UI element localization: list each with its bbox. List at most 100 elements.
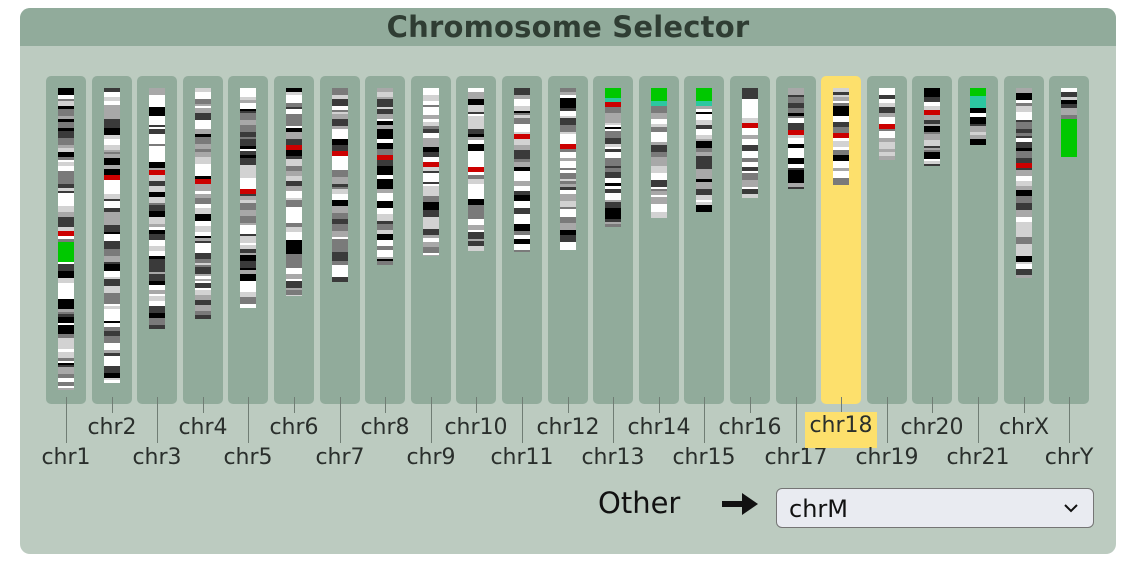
chromosome-label-chr10[interactable]: chr10: [444, 415, 508, 440]
band: [742, 158, 758, 162]
chromosome-label-chr19[interactable]: chr19: [855, 445, 919, 470]
chromosome-label-chr20[interactable]: chr20: [900, 415, 964, 440]
chromosome-label-chr8[interactable]: chr8: [360, 415, 410, 440]
chromosome-label-chr6[interactable]: chr6: [269, 415, 319, 440]
chromosome-label-chr12[interactable]: chr12: [536, 415, 600, 440]
band: [696, 109, 713, 112]
chromosome-column-chr20[interactable]: [912, 76, 953, 404]
chromosome-label-chr15[interactable]: chr15: [672, 445, 736, 470]
chromosome-column-chr6[interactable]: [274, 76, 314, 404]
band: [149, 281, 166, 283]
band: [742, 189, 758, 194]
other-chromosome-select[interactable]: chrM: [776, 488, 1094, 528]
band: [377, 175, 394, 179]
band: [787, 118, 804, 123]
band: [833, 122, 850, 127]
band: [194, 295, 211, 300]
chromosome-column-chr4[interactable]: [182, 76, 223, 404]
band: [422, 223, 439, 229]
chromosome-column-chr2[interactable]: [91, 76, 132, 404]
chromosome-column-chrX[interactable]: [1003, 76, 1044, 404]
chromosome-label-chr18[interactable]: chr18: [805, 412, 877, 448]
chromosome-label-chr14[interactable]: chr14: [627, 415, 691, 440]
ideogram-chr11: [514, 88, 530, 252]
chromosome-column-chrY[interactable]: [1049, 76, 1090, 404]
chromosome-column-chr8[interactable]: [365, 76, 406, 404]
band: [103, 92, 120, 97]
chromosome-label-chr13[interactable]: chr13: [581, 445, 645, 470]
chromosome-column-chr21[interactable]: [958, 76, 998, 404]
chromosome-label-chrX[interactable]: chrX: [998, 415, 1050, 440]
band: [103, 232, 120, 234]
band: [970, 135, 986, 139]
band: [240, 281, 257, 283]
chromosome-column-chr1[interactable]: [46, 76, 86, 404]
chromosome-column-chr14[interactable]: [638, 76, 679, 404]
band: [605, 224, 622, 227]
chromosome-label-chr1[interactable]: chr1: [41, 445, 91, 470]
chromosome-label-chr11[interactable]: chr11: [490, 445, 554, 470]
band: [286, 107, 302, 109]
band: [605, 202, 622, 208]
chromosome-label-chr2[interactable]: chr2: [87, 415, 137, 440]
band: [422, 126, 439, 129]
band: [605, 198, 622, 200]
band: [1061, 108, 1078, 115]
chromosome-column-chr19[interactable]: [866, 76, 907, 404]
band: [377, 240, 394, 246]
chromosome-label-chr16[interactable]: chr16: [718, 415, 782, 440]
chromosome-column-chr10[interactable]: [456, 76, 497, 404]
chromosome-label-chr3[interactable]: chr3: [132, 445, 182, 470]
band: [970, 132, 986, 135]
chromosome-column-chr17[interactable]: [775, 76, 816, 404]
chromosome-column-chr9[interactable]: [410, 76, 451, 404]
band: [240, 88, 257, 95]
chromosome-column-chr16[interactable]: [730, 76, 770, 404]
band: [103, 304, 120, 306]
band: [422, 235, 439, 238]
band: [149, 230, 166, 234]
band: [696, 179, 713, 182]
band: [103, 128, 120, 135]
ideogram-chr6: [286, 88, 302, 296]
band: [1015, 222, 1032, 225]
band: [605, 131, 622, 138]
chromosome-label-chr17[interactable]: chr17: [764, 445, 828, 470]
band: [240, 132, 257, 137]
chromosome-label-chrY[interactable]: chrY: [1044, 445, 1094, 470]
band: [650, 204, 667, 209]
band: [149, 116, 166, 123]
chromosome-column-chr15[interactable]: [684, 76, 725, 404]
band: [331, 239, 348, 246]
chromosome-column-chr18[interactable]: [821, 76, 862, 404]
band: [924, 159, 941, 161]
chromosome-column-chr7[interactable]: [319, 76, 360, 404]
band: [559, 173, 576, 179]
chromosome-label-chr7[interactable]: chr7: [315, 445, 365, 470]
band: [149, 95, 166, 101]
band: [468, 151, 485, 156]
chromosome-column-chr3[interactable]: [137, 76, 178, 404]
chromosome-column-chr5[interactable]: [228, 76, 269, 404]
band: [696, 195, 713, 200]
band: [422, 247, 439, 253]
band: [58, 106, 74, 109]
chromosome-label-chr9[interactable]: chr9: [406, 445, 456, 470]
chromosome-label-chr5[interactable]: chr5: [223, 445, 273, 470]
band: [650, 175, 667, 180]
band: [696, 202, 713, 205]
band: [149, 211, 166, 217]
band: [559, 187, 576, 190]
chromosome-column-chr12[interactable]: [547, 76, 588, 404]
band: [194, 176, 211, 179]
chromosome-label-chr21[interactable]: chr21: [946, 445, 1010, 470]
band: [377, 166, 394, 170]
chromosome-column-chr13[interactable]: [593, 76, 634, 404]
band: [833, 101, 850, 103]
chromosome-label-chr4[interactable]: chr4: [178, 415, 228, 440]
band: [742, 180, 758, 185]
band: [833, 97, 850, 101]
chromosome-column-chr11[interactable]: [502, 76, 542, 404]
band: [559, 108, 576, 111]
band: [514, 99, 530, 106]
